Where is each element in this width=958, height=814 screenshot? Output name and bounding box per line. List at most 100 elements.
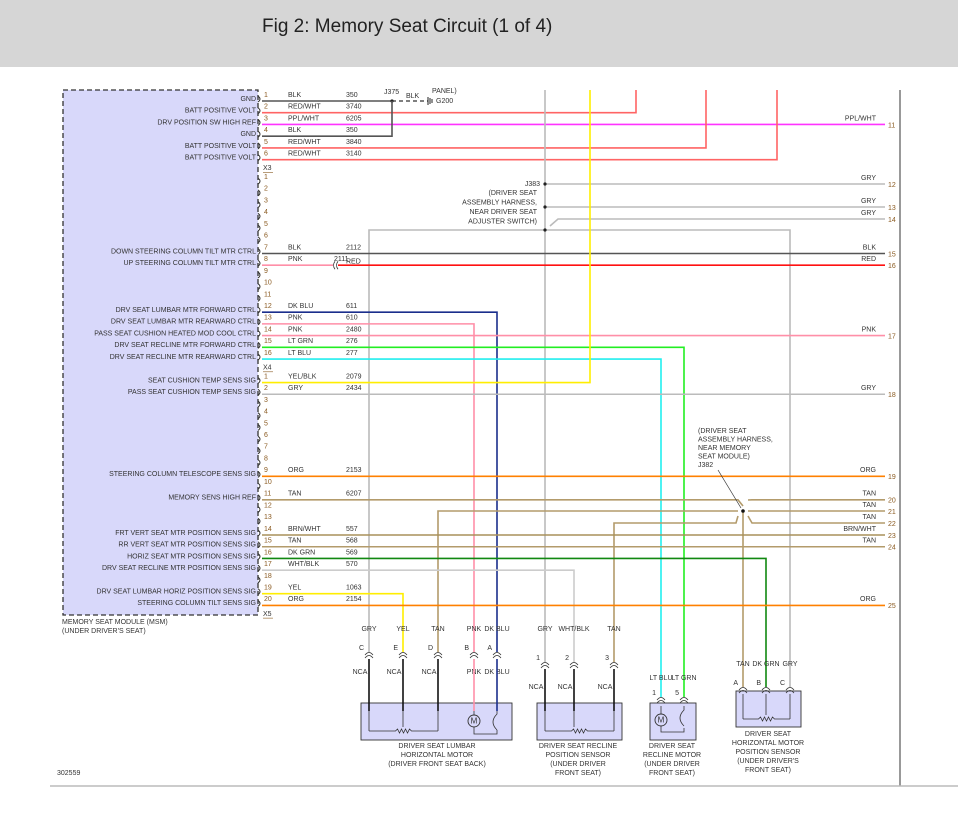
- pin-terminal-icon: [257, 236, 261, 244]
- component-name: DRIVER SEAT: [745, 731, 792, 738]
- pin-terminal-icon: [257, 517, 261, 525]
- connector-pin-label: D: [428, 645, 433, 652]
- pin-number: 18: [264, 573, 272, 580]
- module-name: MEMORY SEAT MODULE (MSM): [62, 619, 168, 626]
- connector-pin-label: 1: [652, 690, 656, 697]
- splice-j383-dot: [543, 205, 547, 209]
- component-name: POSITION SENSOR: [736, 749, 801, 756]
- pin-terminal-icon: [257, 529, 261, 537]
- wire-color-label: ORG: [288, 467, 304, 474]
- component-name: HORIZONTAL MOTOR: [732, 740, 804, 747]
- pin-number: 11: [264, 291, 271, 298]
- circuit-number: 2153: [346, 467, 362, 474]
- lumbar-sensor-leads: [368, 711, 439, 731]
- wire-color-label: LT BLU: [649, 675, 672, 682]
- splice-note: (DRIVER SEAT: [489, 190, 538, 197]
- pin-terminal-icon: [257, 482, 261, 490]
- connector-pin-label: 1: [536, 655, 540, 662]
- splice-note: ADJUSTER SWITCH): [468, 218, 537, 225]
- connector-label: X3: [263, 165, 272, 172]
- module-location: (UNDER DRIVER'S SEAT): [62, 628, 146, 635]
- wire-recline-rwd: [262, 358, 662, 697]
- wire-gry: [545, 229, 791, 687]
- off-page-wire-color: TAN: [863, 514, 876, 521]
- pin-signal-label: DRV SEAT LUMBAR MTR FORWARD CTRL: [116, 307, 257, 314]
- component-name: HORIZONTAL MOTOR: [401, 752, 473, 759]
- component-box: [649, 702, 697, 741]
- pin-number: 15: [264, 338, 272, 345]
- pin-number: 3: [264, 197, 268, 204]
- wire-batt: [262, 90, 707, 149]
- wire-cushion-temp: [262, 90, 591, 384]
- splice-note: NEAR MEMORY: [698, 445, 751, 452]
- pin-terminal-icon: [257, 95, 261, 103]
- circuit-number: 6207: [346, 491, 362, 498]
- connector-icon: [433, 652, 443, 659]
- pin-number: 14: [264, 326, 272, 333]
- figure-number: 302559: [57, 770, 80, 777]
- splice-label: J383: [525, 181, 540, 188]
- pin-number: 3: [264, 115, 268, 122]
- off-page-reference-number: 11: [888, 122, 895, 129]
- splice-note: ASSEMBLY HARNESS,: [698, 436, 773, 443]
- inline-connector-icon: [333, 260, 339, 270]
- circuit-number: 276: [346, 338, 358, 345]
- component-name: (UNDER DRIVER'S: [737, 758, 799, 765]
- connector-pin-label: 5: [675, 690, 679, 697]
- off-page-wire-color: GRY: [861, 198, 876, 205]
- off-page-reference-number: 16: [888, 263, 896, 270]
- component-name: FRONT SEAT): [649, 770, 695, 777]
- off-page-reference-number: 25: [888, 603, 896, 610]
- wire-color-label: BLK: [288, 92, 302, 99]
- circuit-number: 6205: [346, 115, 362, 122]
- wire-gry: [368, 229, 545, 652]
- wire-color-label: PNK: [288, 326, 303, 333]
- wire-color-label: RED: [346, 258, 361, 265]
- wire-color-label: TAN: [736, 661, 749, 668]
- connector-icon: [679, 697, 689, 704]
- connector-icon: [761, 687, 771, 694]
- pin-note: NCA: [353, 669, 368, 676]
- circuit-number: 569: [346, 549, 358, 556]
- off-page-reference-number: 20: [888, 498, 896, 505]
- connector-icon: [609, 662, 619, 669]
- off-page-wire-color: ORG: [860, 467, 876, 474]
- pin-terminal-icon: [257, 212, 261, 220]
- pin-terminal-icon: [257, 588, 261, 596]
- pin-terminal-icon: [257, 494, 261, 502]
- pin-signal-label: DRV POSITION SW HIGH REF: [157, 119, 256, 126]
- wire-recline-sens: [262, 569, 575, 662]
- wire-color-label: TAN: [431, 626, 444, 633]
- connector-pin-label: 3: [605, 655, 609, 662]
- wire-color-label: WHT/BLK: [558, 626, 589, 633]
- pin-number: 17: [264, 561, 272, 568]
- pin-signal-label: FRT VERT SEAT MTR POSITION SENS SIG: [115, 530, 256, 537]
- pin-terminal-icon: [257, 506, 261, 513]
- pin-note: NCA: [558, 684, 573, 691]
- pin-signal-label: HORIZ SEAT MTR POSITION SENS SIG: [127, 553, 256, 560]
- pin-note: NCA: [529, 684, 544, 691]
- pin-note: NCA: [422, 669, 437, 676]
- pin-number: 2: [264, 385, 268, 392]
- pin-signal-label: DRV SEAT LUMBAR MTR REARWARD CTRL: [111, 319, 256, 326]
- pin-terminal-icon: [257, 412, 261, 420]
- splice-j383-dot: [543, 228, 547, 232]
- splice-leader-line: [717, 469, 742, 509]
- connector-icon: [398, 652, 408, 659]
- pin-terminal-icon: [257, 564, 261, 572]
- pin-signal-label: STEERING COLUMN TILT SENS SIG: [137, 600, 256, 607]
- component-name: FRONT SEAT): [745, 767, 791, 774]
- wire-color-label: TAN: [607, 626, 620, 633]
- wire-color-label: RED/WHT: [288, 139, 321, 146]
- pin-number: 11: [264, 491, 271, 498]
- pin-terminal-icon: [257, 271, 261, 279]
- pin-number: 5: [264, 139, 268, 146]
- circuit-number: 277: [346, 350, 358, 357]
- recline-motor-leads: [660, 706, 685, 733]
- connector-label: X4: [263, 365, 272, 372]
- ground-note: PANEL): [432, 88, 457, 95]
- ground-label: G200: [436, 98, 453, 105]
- off-page-wire-color: PNK: [862, 326, 877, 333]
- pin-terminal-icon: [257, 470, 261, 478]
- circuit-number: 3840: [346, 139, 362, 146]
